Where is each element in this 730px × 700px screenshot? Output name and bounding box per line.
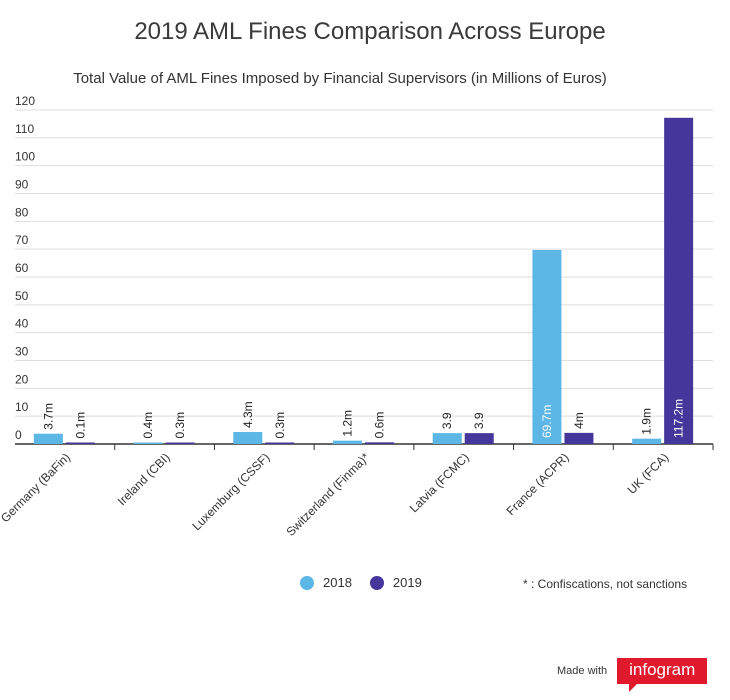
bar-2019: [265, 442, 295, 444]
y-tick-label: 0: [15, 428, 22, 442]
bar-2019: [564, 432, 594, 444]
x-tick-label: Latvia (FCMC): [407, 450, 472, 515]
x-tick-label: UK (FCA): [625, 450, 672, 497]
data-label: 4m: [572, 412, 586, 429]
data-label: 3.7m: [41, 403, 55, 430]
bar-2019: [365, 442, 394, 444]
y-tick-label: 60: [15, 261, 29, 275]
y-tick-label: 120: [15, 94, 35, 108]
y-tick-label: 30: [15, 345, 29, 359]
chart-legend: 2018 2019: [300, 575, 440, 590]
x-tick-label: France (ACPR): [504, 450, 572, 518]
legend-label-2018: 2018: [323, 575, 352, 590]
y-tick-label: 50: [15, 289, 29, 303]
chart-subtitle: Total Value of AML Fines Imposed by Fina…: [73, 70, 607, 87]
bar-chart: 0 10 20 30 40 50 60 70 80 90 100 110 120 3.7m 0.1mGerm…: [0, 94, 714, 539]
data-label: 0.6m: [373, 412, 387, 439]
footnote: * : Confiscations, not sanctions: [523, 577, 688, 591]
data-label: 1.9m: [640, 408, 654, 435]
bar-2019: [464, 433, 494, 444]
data-label: 0.3m: [273, 412, 287, 439]
y-tick-label: 10: [15, 400, 29, 414]
x-tick-label: Germany (BaFin): [0, 450, 73, 525]
chart-title: 2019 AML Fines Comparison Across Europe: [134, 18, 606, 45]
bar-2019: [664, 117, 694, 444]
y-tick-label: 70: [15, 233, 29, 247]
bar-2018: [133, 442, 163, 444]
legend-swatch-2019: [369, 575, 384, 590]
data-label: 117.2m: [672, 399, 686, 438]
data-label: 4.3m: [241, 401, 255, 428]
data-label: 1.2m: [341, 410, 355, 437]
data-label: 0.4m: [141, 412, 155, 439]
y-tick-label: 110: [15, 122, 34, 136]
made-with-text: Made with: [557, 665, 608, 677]
bar-2018: [532, 250, 562, 444]
data-label: 0.3m: [173, 412, 187, 439]
bar-2018: [432, 433, 462, 444]
y-tick-label: 80: [15, 205, 29, 219]
y-tick-label: 20: [15, 372, 29, 386]
y-tick-label: 90: [15, 178, 29, 192]
bar-2018: [33, 433, 63, 444]
legend-item-2018[interactable]: 2018: [300, 575, 352, 590]
bar-2018: [333, 440, 362, 444]
data-label: 0.1m: [73, 412, 87, 439]
legend-label-2019: 2019: [392, 575, 422, 590]
x-tick-label: Ireland (CBI): [115, 450, 173, 508]
data-label: 3.9: [472, 412, 486, 429]
x-tick-label: Luxemburg (CSSF): [189, 450, 272, 533]
infogram-logo[interactable]: infogram: [617, 658, 708, 692]
data-label: 3.9: [440, 412, 454, 429]
bar-2018: [632, 438, 662, 444]
bar-2019: [165, 442, 195, 444]
y-tick-label: 100: [15, 150, 35, 164]
data-label: 69.7m: [540, 405, 554, 438]
legend-swatch-2018: [300, 575, 314, 590]
legend-item-2019[interactable]: 2019: [369, 575, 422, 590]
x-tick-label: Switzerland (Finma)*: [283, 450, 372, 539]
footer-credit: Made with infogram: [557, 658, 708, 692]
bar-2019: [65, 442, 95, 444]
bar-2018: [233, 432, 263, 444]
y-tick-label: 40: [15, 317, 29, 331]
